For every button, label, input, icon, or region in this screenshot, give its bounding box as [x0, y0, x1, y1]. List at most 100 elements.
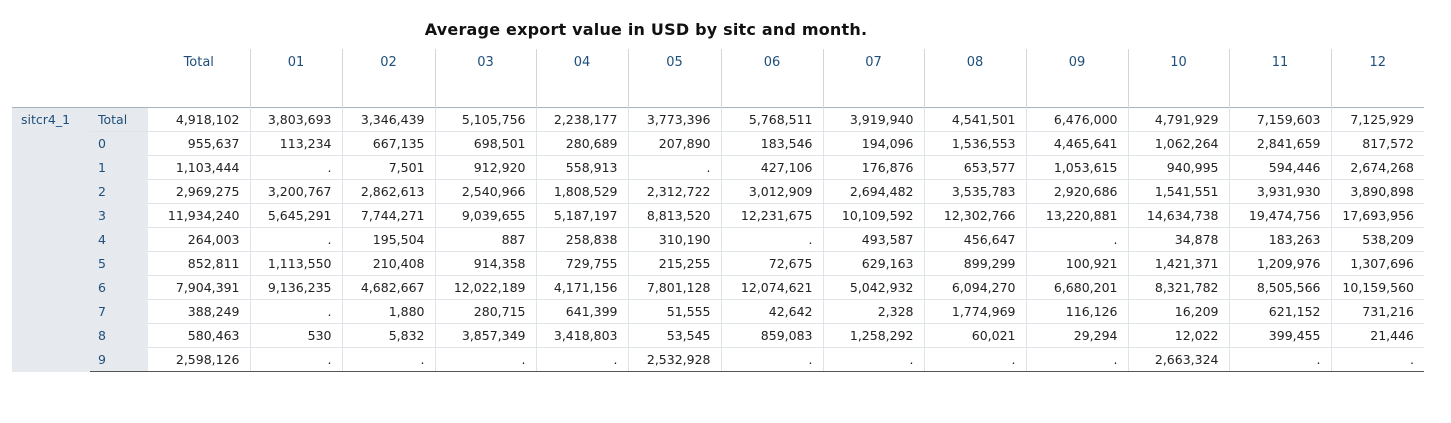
table-cell: 280,689	[536, 131, 629, 156]
table-row: sitcr4_1 Total 4,918,102 3,803,693 3,346,439…	[12, 107, 1424, 372]
table-row: 6 7,904,391 9,136,235 4,682,667 12,022,189 4,…	[12, 275, 1424, 300]
table-cell: 493,587	[823, 227, 925, 252]
table-cell: .	[721, 347, 824, 372]
table-cell: .	[628, 155, 722, 180]
table-cell: 2,862,613	[342, 179, 436, 204]
table-cell: 8,813,520	[628, 203, 722, 228]
table-row: 5 852,811 1,113,550 210,408 914,358 729,755 21…	[12, 251, 1424, 276]
column-header-07: 07	[823, 49, 925, 108]
table-cell: .	[721, 227, 824, 252]
row-label: 2	[90, 179, 148, 204]
table-cell: .	[250, 155, 343, 180]
table-cell: 456,647	[924, 227, 1027, 252]
column-header-12: 12	[1369, 55, 1387, 70]
table-cell: 8,505,566	[1229, 275, 1332, 300]
table-cell: 7,904,391	[148, 275, 251, 300]
table-cell: 10,109,592	[823, 203, 925, 228]
table-cell: 852,811	[148, 251, 251, 276]
table-cell: 7,744,271	[342, 203, 436, 228]
table-cell: 2,312,722	[628, 179, 722, 204]
table-cell: 5,645,291	[250, 203, 343, 228]
table-cell: 3,012,909	[721, 179, 824, 204]
table-row: 4 264,003. 195,504 887 258,838 310,190. 493,58…	[12, 227, 1424, 252]
column-header-05: 05	[628, 49, 722, 108]
table-cell: 1,421,371	[1128, 251, 1230, 276]
table-cell: 530	[250, 323, 343, 348]
table-cell: 8,321,782	[1128, 275, 1230, 300]
table-cell: 4,465,641	[1026, 131, 1129, 156]
column-header-11: 11	[1229, 49, 1332, 108]
table-cell: 3,535,783	[924, 179, 1027, 204]
table-row: 0 955,637 113,234 667,135 698,501 280,689 207,…	[12, 131, 1424, 156]
table-cell: .	[250, 347, 343, 372]
table-cell: 653,577	[924, 155, 1027, 180]
table-cell: 3,857,349	[435, 323, 537, 348]
column-header-01: 01	[250, 49, 343, 108]
table-cell: 10,159,560	[1331, 275, 1424, 300]
table-cell: 3,418,803	[536, 323, 629, 348]
table-cell: 310,190	[628, 227, 722, 252]
table-cell: 7,501	[342, 155, 436, 180]
row-label: 1	[90, 155, 148, 180]
table-cell: 3,346,439	[342, 107, 436, 132]
row-variable-label: sitcr4_1	[12, 107, 90, 372]
column-header-total: Total	[148, 49, 251, 108]
table-cell: 1,103,444	[148, 155, 251, 180]
table-cell: 60,021	[924, 323, 1027, 348]
table-cell: 6,680,201	[1026, 275, 1129, 300]
table-cell: 427,106	[721, 155, 824, 180]
table-cell: 817,572	[1331, 131, 1424, 156]
table-cell: 9,039,655	[435, 203, 537, 228]
row-label: 9	[90, 347, 148, 372]
table-cell: .	[342, 347, 436, 372]
table-row: 3 11,934,240 5,645,291 7,744,271 9,039,655 5,…	[12, 203, 1424, 228]
table-cell: 2,540,966	[435, 179, 537, 204]
table-cell: 176,876	[823, 155, 925, 180]
table-cell: 580,463	[148, 323, 251, 348]
table-cell: 1,307,696	[1331, 251, 1424, 276]
table-row: 1 1,103,444. 7,501 912,920 558,913. 427,106 17…	[12, 155, 1424, 180]
table-cell: 12,074,621	[721, 275, 824, 300]
table-cell: 264,003	[148, 227, 251, 252]
table-cell: 1,062,264	[1128, 131, 1230, 156]
table-cell: 3,200,767	[250, 179, 343, 204]
table-cell: 2,694,482	[823, 179, 925, 204]
table-cell: .	[924, 347, 1027, 372]
table-title: Average export value in USD by sitc and …	[424, 20, 868, 39]
table-cell: 183,263	[1229, 227, 1332, 252]
table-cell: 280,715	[435, 299, 537, 324]
table-cell: 19,474,756	[1229, 203, 1332, 228]
table-cell: 3,919,940	[823, 107, 925, 132]
table-cell: 2,663,324	[1128, 347, 1230, 372]
column-header-06: 06	[721, 49, 824, 108]
pivot-table: Total 01 02 03 04 05 06 07 08 09 10 11 12 sitcr4_1 To…	[12, 49, 1424, 372]
table-cell: 899,299	[924, 251, 1027, 276]
table-cell: 399,455	[1229, 323, 1332, 348]
table-cell: 100,921	[1026, 251, 1129, 276]
table-cell: 1,258,292	[823, 323, 925, 348]
table-cell: 6,476,000	[1026, 107, 1129, 132]
table-cell: 2,969,275	[148, 179, 251, 204]
table-row: 8 580,463 530 5,832 3,857,349 3,418,803 53,545…	[12, 323, 1424, 348]
table-cell: 4,171,156	[536, 275, 629, 300]
table-cell: 955,637	[148, 131, 251, 156]
table-cell: .	[1229, 347, 1332, 372]
table-cell: 1,113,550	[250, 251, 343, 276]
table-cell: 5,105,756	[435, 107, 537, 132]
table-cell: 42,642	[721, 299, 824, 324]
table-cell: 1,774,969	[924, 299, 1027, 324]
table-cell: 183,546	[721, 131, 824, 156]
table-cell: .	[1026, 347, 1129, 372]
table-cell: 11,934,240	[148, 203, 251, 228]
table-cell: 4,791,929	[1128, 107, 1230, 132]
column-header-04: 04	[536, 49, 629, 108]
table-cell: 3,803,693	[250, 107, 343, 132]
table-cell: 859,083	[721, 323, 824, 348]
header-corner	[12, 49, 90, 108]
table-cell: 5,187,197	[536, 203, 629, 228]
table-cell: 4,918,102	[148, 107, 251, 132]
row-label: 4	[90, 227, 148, 252]
table-cell: 4,682,667	[342, 275, 436, 300]
table-cell: 34,878	[1128, 227, 1230, 252]
table-cell: 1,541,551	[1128, 179, 1230, 204]
